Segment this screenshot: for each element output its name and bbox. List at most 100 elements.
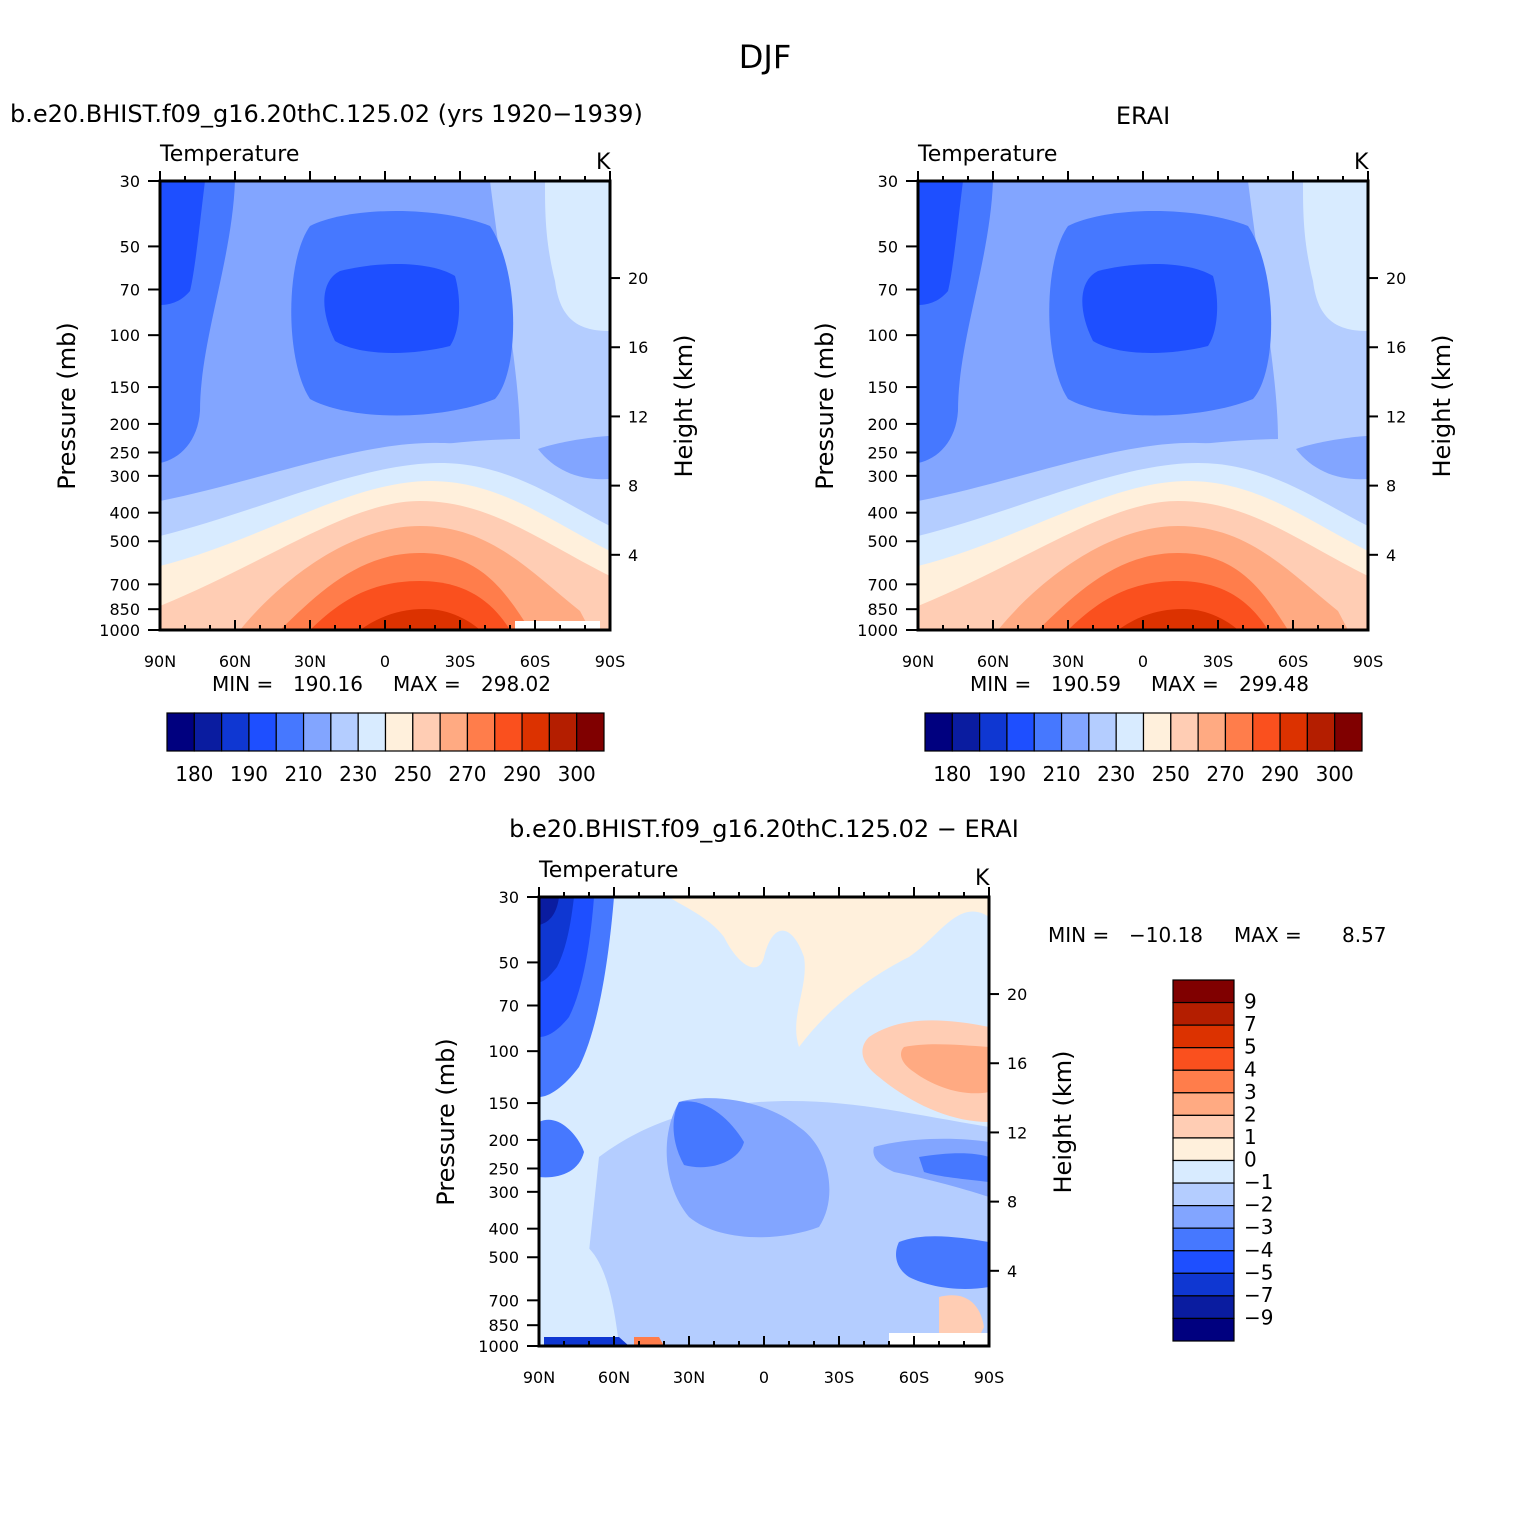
x-tick-label: 0 [1138,652,1148,671]
y-tick-label: 1000 [478,1337,519,1356]
contour-band-200-polar [160,181,205,305]
colorbar-swatch [521,712,550,752]
colorbar-label: 300 [1316,762,1354,786]
x-tick-label: 90S [974,1368,1005,1387]
diff-band-0-lower [539,1235,619,1346]
y-tick-label: 700 [109,575,140,594]
colorbar-swatch [1088,712,1117,752]
y2-axis-title: Height (km) [1049,1051,1077,1194]
y-tick-label: 50 [120,237,140,256]
colorbar-label: 1 [1244,1125,1257,1149]
colorbar-swatch [1172,1092,1235,1116]
y2-tick-label: 12 [1007,1123,1027,1142]
contour-band-240-upper [545,181,610,331]
y-tick-label: 100 [488,1042,519,1061]
y2-axis-title: Height (km) [670,335,698,478]
x-tick-label: 60S [1278,652,1309,671]
colorbar-label: −2 [1244,1193,1273,1217]
erai-min-label: MIN = [970,672,1031,696]
model-min-label: MIN = [212,672,273,696]
y-tick-label: 400 [867,504,898,523]
colorbar-swatch [924,712,953,752]
x-tick-label: 0 [759,1368,769,1387]
colorbar-swatch [302,712,332,752]
y-tick-label: 500 [867,532,898,551]
x-tick-label: 30S [824,1368,855,1387]
y-tick-label: 100 [867,326,898,345]
x-tick-label: 30S [445,652,476,671]
y2-tick-label: 8 [628,477,638,496]
colorbar-label: 210 [1042,762,1080,786]
figure-title: DJF [739,38,791,76]
colorbar-swatch [466,712,496,752]
y-tick-label: 400 [488,1220,519,1239]
colorbar-swatch [357,712,387,752]
colorbar-label: −1 [1244,1170,1273,1194]
contour-band-220-patch [538,436,610,480]
diff-band-minus7-polar [539,897,559,925]
y-tick-label: 150 [488,1094,519,1113]
y-tick-label: 50 [499,953,519,972]
colorbar-label: 2 [1244,1102,1257,1126]
colorbar-swatch [1172,1137,1235,1162]
units-label: K [1354,150,1369,175]
colorbar-swatch [1172,1205,1235,1229]
erai-panel-title: ERAI [1116,102,1170,130]
y2-tick-label: 16 [1007,1054,1027,1073]
colorbar-swatch [1172,1069,1235,1094]
y-tick-label: 500 [488,1248,519,1267]
x-tick-label: 30S [1203,652,1234,671]
y-tick-label: 200 [488,1131,519,1150]
y2-tick-label: 20 [628,269,648,288]
y-tick-label: 250 [109,443,140,462]
x-tick-label: 60S [899,1368,930,1387]
y-tick-label: 150 [109,378,140,397]
colorbar-label: 190 [988,762,1026,786]
colorbar-label: −9 [1244,1305,1273,1329]
colorbar-swatch [951,712,981,752]
x-tick-label: 60N [598,1368,630,1387]
variable-label: Temperature [917,142,1057,167]
diff-band-minus3-right [919,1153,989,1182]
y-tick-label: 300 [109,467,140,486]
colorbar-swatch [1142,712,1172,752]
colorbar-label: 250 [394,762,432,786]
colorbar-label: 250 [1152,762,1190,786]
colorbar-label: 270 [448,762,486,786]
erai-min-max: MIN = 190.59 MAX = 299.48 [970,672,1309,696]
y2-tick-label: 16 [1386,338,1406,357]
colorbar-label: −7 [1244,1283,1273,1307]
diff-max-label: MAX = [1234,923,1302,947]
y-tick-label: 250 [867,443,898,462]
contour-band-200-tropopause [324,264,460,353]
units-label: K [975,866,990,891]
colorbar-label: 290 [503,762,541,786]
colorbar-swatch [1172,1182,1235,1207]
y-tick-label: 30 [120,172,140,191]
diff-band-plus0 [669,897,989,1047]
model-min-value: 190.16 [293,672,363,696]
y-tick-label: 300 [867,467,898,486]
colorbar-label: 0 [1244,1148,1257,1172]
y-tick-label: 850 [867,600,898,619]
colorbar-label: 3 [1244,1080,1257,1104]
y2-tick-label: 8 [1386,477,1396,496]
diff-band-sfc-cold [544,1337,629,1346]
erai-min-value: 190.59 [1051,672,1121,696]
y-tick-label: 1000 [99,621,140,640]
variable-label: Temperature [159,142,299,167]
colorbar-label: −3 [1244,1215,1273,1239]
y-tick-label: 70 [120,280,140,299]
model-colorbar: 180 190 210 230 250 270 290 300 [166,712,605,786]
y-tick-label: 150 [867,378,898,397]
y2-tick-label: 4 [1007,1262,1017,1281]
colorbar-label: 210 [284,762,322,786]
colorbar-swatch [548,712,578,752]
erai-max-label: MAX = [1151,672,1219,696]
y2-tick-label: 16 [628,338,648,357]
diff-temperature-panel: 90N 60N 30N 0 30S 60S 90S 30 50 70 100 150 200 250 300… [432,858,1077,1387]
missing-data-patch [515,621,600,630]
y2-tick-label: 4 [1386,546,1396,565]
